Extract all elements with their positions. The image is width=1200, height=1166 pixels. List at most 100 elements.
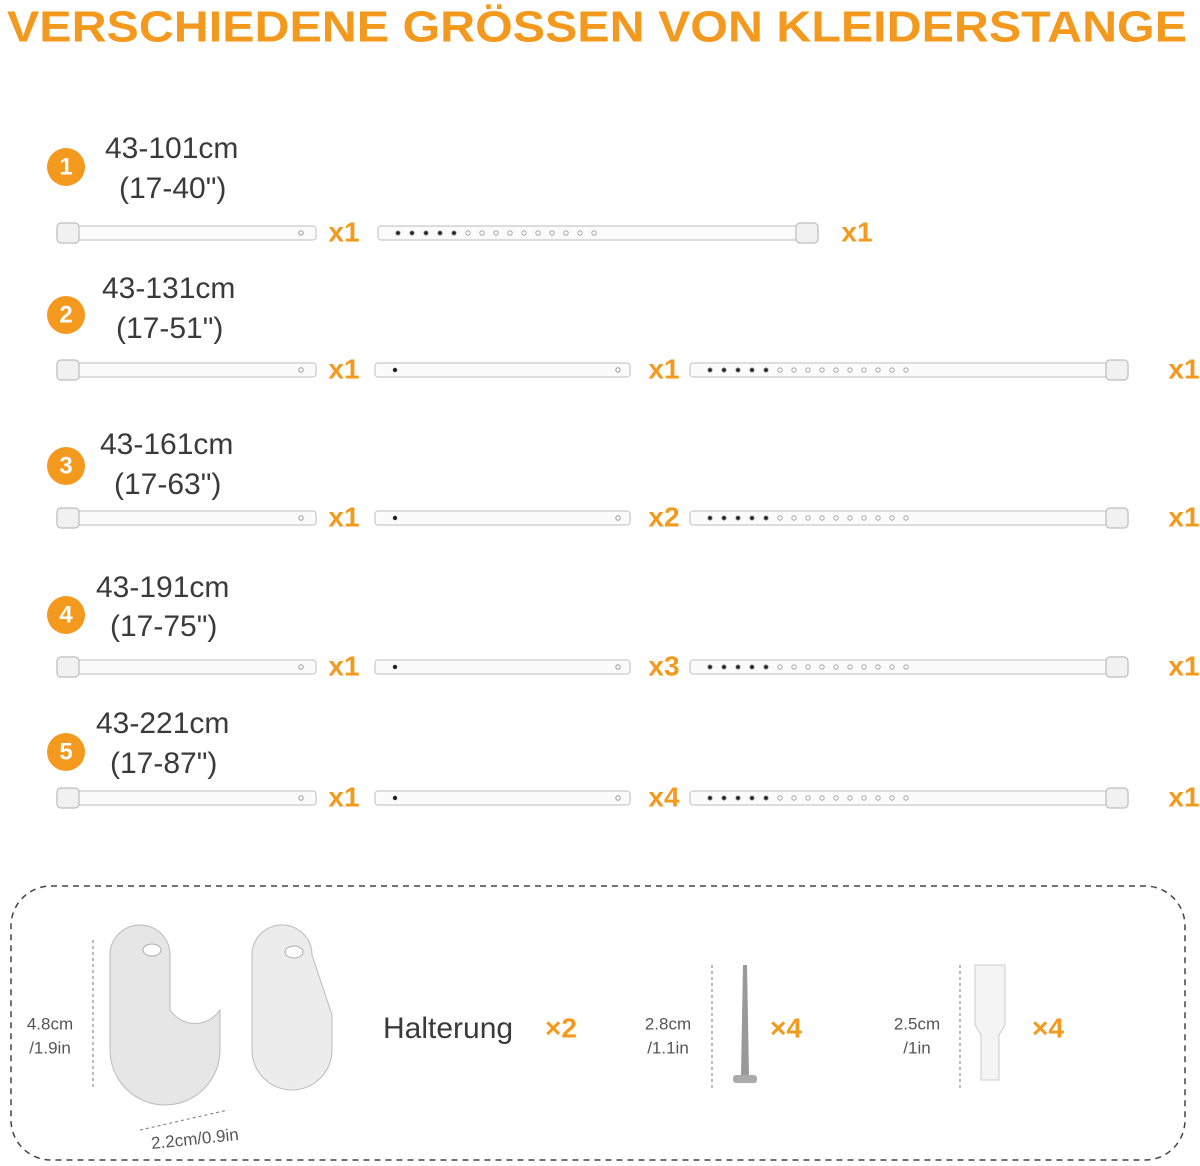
rod: [56, 790, 317, 806]
rod-hole: [889, 515, 895, 521]
range-in: (17-40"): [119, 172, 226, 205]
rod-hole: [903, 515, 909, 521]
size-row: 1 43-101cm (17-40") x1 x1: [47, 132, 873, 247]
size-row: 2 43-131cm (17-51") x1 x1 x1: [47, 272, 1200, 384]
rod-hole: [749, 664, 755, 670]
rod-hole: [861, 664, 867, 670]
rod-hole: [392, 664, 398, 670]
rod: [689, 790, 1129, 806]
rod-hole: [819, 367, 825, 373]
rod-hole: [409, 230, 415, 236]
anchor-count: ×4: [1032, 1012, 1064, 1043]
rod-hole: [805, 515, 811, 521]
number-badge: [47, 447, 85, 485]
bracket-icons: [92, 924, 1006, 1131]
range-in: (17-63"): [114, 468, 221, 501]
rod-hole: [298, 664, 304, 670]
rod-hole: [392, 515, 398, 521]
rod-hole: [847, 795, 853, 801]
rod-hole: [707, 664, 713, 670]
rod-hole: [721, 664, 727, 670]
rod-hole: [861, 795, 867, 801]
rod-hole: [889, 367, 895, 373]
rod-hole: [763, 515, 769, 521]
rod-hole: [437, 230, 443, 236]
rod-hole: [521, 230, 527, 236]
rod-hole: [615, 664, 621, 670]
rod-cap: [795, 222, 819, 244]
quantity: x3: [648, 650, 679, 681]
rod-hole: [298, 515, 304, 521]
rod-hole: [875, 367, 881, 373]
size-list: 1 43-101cm (17-40") x1 x1 2 43-131cm (17-51") x1…: [47, 132, 1200, 812]
rod-hole: [777, 515, 783, 521]
rod-hole: [777, 795, 783, 801]
rod-hole: [847, 515, 853, 521]
rod-hole: [535, 230, 541, 236]
rod-hole: [777, 367, 783, 373]
quantity: x1: [648, 353, 679, 384]
quantity: x1: [328, 781, 359, 812]
rod: [56, 510, 317, 526]
rod-hole: [707, 367, 713, 373]
quantity: x2: [648, 501, 679, 532]
rod-hole: [819, 795, 825, 801]
rod-hole: [423, 230, 429, 236]
rod-hole: [805, 664, 811, 670]
rod-hole: [875, 664, 881, 670]
rod-hole: [479, 230, 485, 236]
quantity: x1: [328, 216, 359, 247]
range-cm: 43-221cm: [96, 707, 229, 740]
rod-hole: [721, 515, 727, 521]
size-number: 2: [59, 301, 72, 328]
rod-hole: [749, 367, 755, 373]
rod-hole: [763, 795, 769, 801]
rod-cap: [1105, 787, 1129, 809]
rod: [374, 362, 631, 378]
rod-hole: [861, 367, 867, 373]
rod-hole: [777, 664, 783, 670]
quantity: x1: [1168, 781, 1199, 812]
screw-count: ×4: [770, 1012, 802, 1043]
rod-hole: [791, 664, 797, 670]
anchor-length: 2.5cm: [894, 1014, 940, 1033]
number-badge: [47, 296, 85, 334]
quantity: x1: [1168, 650, 1199, 681]
bracket-height-in: /1.9in: [29, 1038, 71, 1057]
bracket-name: Halterung: [383, 1012, 513, 1045]
rod-hole: [833, 367, 839, 373]
rod-hole: [903, 367, 909, 373]
rod-hole: [749, 795, 755, 801]
rod-cap: [56, 656, 80, 678]
rod-cap: [56, 787, 80, 809]
size-row: 3 43-161cm (17-63") x1 x2 x1: [47, 428, 1200, 532]
rod: [689, 510, 1129, 526]
quantity: x1: [841, 216, 872, 247]
rod-cap: [1105, 507, 1129, 529]
number-badge: [47, 733, 85, 771]
title: VERSCHIEDENE GRÖSSEN VON KLEIDERSTANGE: [7, 3, 1187, 52]
range-cm: 43-191cm: [96, 571, 229, 604]
rod-hole: [735, 664, 741, 670]
rod-hole: [298, 795, 304, 801]
rod-hole: [833, 515, 839, 521]
rod-hole: [791, 367, 797, 373]
rod-hole: [615, 367, 621, 373]
rod-hole: [791, 795, 797, 801]
rod: [374, 659, 631, 675]
quantity: x1: [328, 501, 359, 532]
rod-hole: [707, 795, 713, 801]
rod-cap: [1105, 359, 1129, 381]
range-cm: 43-101cm: [105, 132, 238, 165]
rod-hole: [507, 230, 513, 236]
rod-hole: [735, 367, 741, 373]
anchor-length-in: /1in: [903, 1038, 930, 1057]
rod-hole: [805, 795, 811, 801]
rod-cap: [1105, 656, 1129, 678]
rod-hole: [451, 230, 457, 236]
range-cm: 43-161cm: [100, 428, 233, 461]
quantity: x1: [328, 353, 359, 384]
rod-hole: [889, 664, 895, 670]
size-number: 5: [59, 738, 72, 765]
rod-hole: [847, 664, 853, 670]
